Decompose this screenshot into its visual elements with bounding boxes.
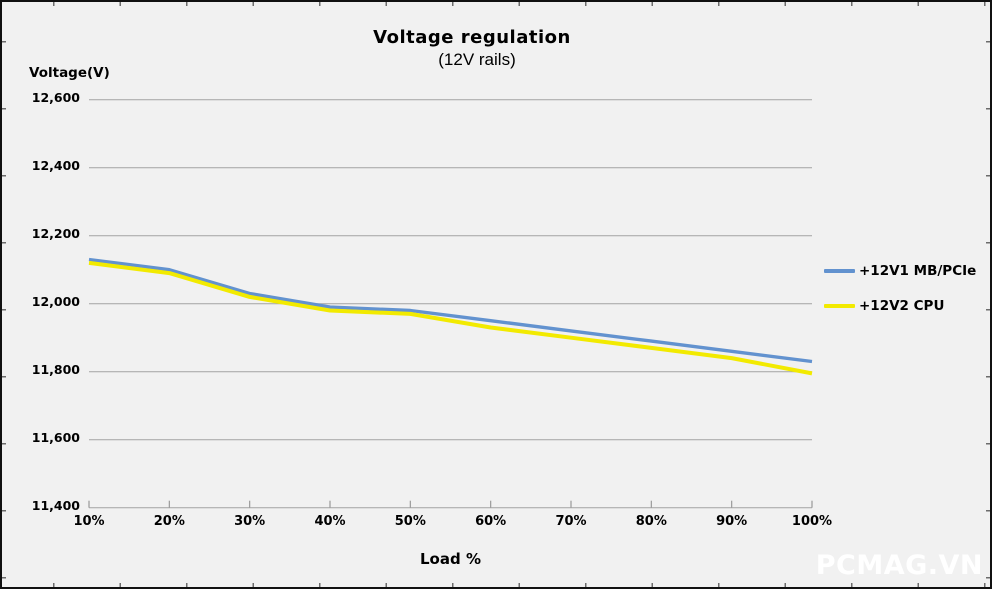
x-axis-title: Load %: [420, 550, 481, 568]
legend-item: +12V1 MB/PCIe: [824, 261, 976, 281]
legend-line-swatch: [824, 304, 855, 308]
x-tick-label: 70%: [555, 514, 587, 529]
x-tick-label: 10%: [73, 514, 105, 529]
x-tick-label: 80%: [635, 514, 667, 529]
chart-title: Voltage regulation: [373, 27, 571, 48]
legend-label: +12V2 CPU: [859, 298, 945, 314]
x-tick-label: 90%: [716, 514, 748, 529]
y-tick-label: 11,600: [31, 429, 80, 445]
x-tick-label: 60%: [475, 514, 507, 529]
x-tick-label: 30%: [234, 514, 266, 529]
series-line-12v1-mb-pcie: [88, 257, 813, 364]
x-tick-label: 100%: [791, 514, 833, 529]
series-line-12v2-cpu: [88, 260, 813, 376]
y-tick-label: 11,800: [31, 361, 80, 377]
legend-line-swatch: [824, 269, 855, 273]
y-axis-title: Voltage(V): [29, 65, 110, 81]
y-tick-label: 12,200: [31, 225, 80, 241]
y-tick-label: 11,400: [31, 497, 80, 513]
legend-item: +12V2 CPU: [824, 296, 976, 316]
x-tick-label: 50%: [394, 514, 426, 529]
legend-label: +12V1 MB/PCIe: [859, 263, 977, 279]
y-tick-label: 12,400: [31, 157, 80, 173]
y-tick-label: 12,600: [31, 89, 80, 105]
chart-subtitle: (12V rails): [438, 50, 516, 69]
legend: +12V1 MB/PCIe +12V2 CPU: [824, 261, 976, 331]
x-tick-label: 40%: [314, 514, 346, 529]
y-tick-label: 12,000: [31, 293, 80, 309]
x-tick-label: 20%: [153, 514, 185, 529]
watermark: PCMAG.VN: [815, 550, 983, 581]
